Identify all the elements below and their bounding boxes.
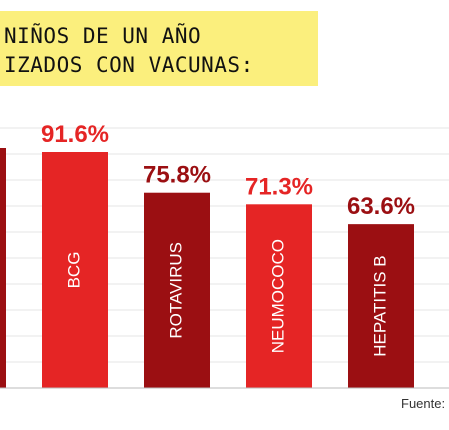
value-label: 71.3% bbox=[245, 173, 313, 200]
bar-partial-0 bbox=[0, 148, 6, 388]
value-label: 75.8% bbox=[143, 162, 211, 189]
category-label: ROTAVIRUS bbox=[166, 242, 185, 339]
value-label: 63.6% bbox=[347, 193, 415, 220]
category-label: HEPATITIS B bbox=[370, 255, 389, 356]
source-note: Fuente: bbox=[401, 396, 446, 411]
chart-title-line-2: IZADOS CON VACUNAS: bbox=[4, 53, 254, 77]
title-highlight: NIÑOS DE UN AÑO IZADOS CON VACUNAS: bbox=[0, 11, 318, 86]
value-label: 91.6% bbox=[41, 121, 109, 148]
bar-neumococo bbox=[246, 204, 312, 388]
bar-bcg bbox=[42, 152, 108, 388]
bar-rotavirus bbox=[144, 192, 210, 388]
chart-title-line-1: NIÑOS DE UN AÑO bbox=[4, 24, 202, 48]
bar-hepatitis-b bbox=[348, 224, 414, 388]
category-label: NEUMOCOCO bbox=[268, 239, 287, 353]
category-label: BCG bbox=[64, 252, 83, 289]
